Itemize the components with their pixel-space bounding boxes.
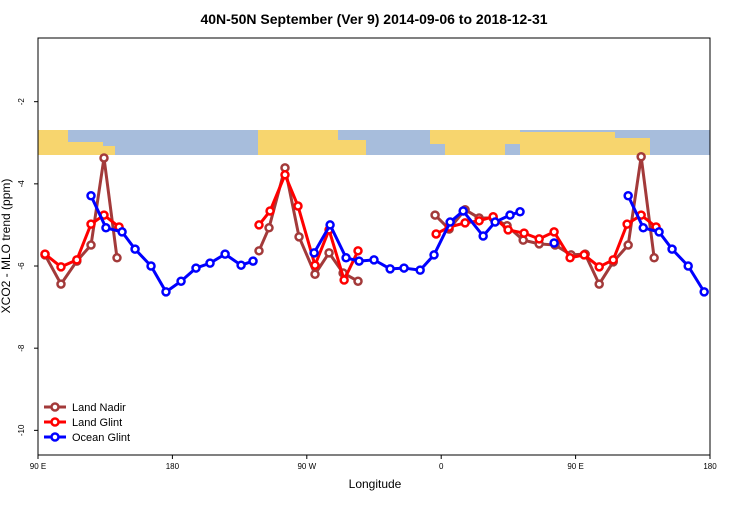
data-point <box>86 240 96 250</box>
x-axis-label: Longitude <box>349 477 402 491</box>
data-point <box>594 262 604 272</box>
data-point <box>310 269 320 279</box>
data-point <box>519 228 529 238</box>
data-point <box>310 260 320 270</box>
x-tick-label: 180 <box>166 462 180 471</box>
data-point <box>220 249 230 259</box>
data-point <box>265 206 275 216</box>
legend-marker <box>50 417 60 427</box>
data-point <box>415 265 425 275</box>
data-point <box>293 201 303 211</box>
legend-label: Land Glint <box>72 417 122 429</box>
data-point <box>353 276 363 286</box>
data-point <box>623 240 633 250</box>
data-point <box>399 263 409 273</box>
data-point <box>638 223 648 233</box>
x-tick-label: 90 E <box>30 462 46 471</box>
data-point <box>309 248 319 258</box>
x-tick-label: 90 W <box>297 462 316 471</box>
data-point <box>445 217 455 227</box>
data-point <box>490 217 500 227</box>
data-point <box>56 279 66 289</box>
data-point <box>294 232 304 242</box>
legend-marker <box>50 402 60 412</box>
data-point <box>86 219 96 229</box>
data-point <box>478 231 488 241</box>
data-point <box>458 206 468 216</box>
data-point <box>594 279 604 289</box>
data-point <box>324 248 334 258</box>
x-tick-label: 180 <box>703 462 717 471</box>
data-point <box>460 218 470 228</box>
x-tick-label: 90 E <box>567 462 583 471</box>
data-point <box>636 151 646 162</box>
data-point <box>505 210 515 220</box>
data-point <box>176 276 186 286</box>
data-point <box>339 275 349 285</box>
data-point <box>430 210 440 220</box>
data-point <box>654 227 664 237</box>
data-point <box>369 255 379 265</box>
data-point <box>191 263 201 273</box>
data-point <box>248 256 258 266</box>
data-point <box>431 229 441 239</box>
data-point <box>112 253 122 263</box>
data-point <box>325 220 335 230</box>
data-point <box>649 253 659 263</box>
data-point <box>579 250 589 260</box>
data-point <box>623 191 633 201</box>
y-tick-label: -6 <box>17 262 26 270</box>
data-point <box>236 260 246 270</box>
data-point <box>56 262 66 272</box>
data-point <box>429 250 439 260</box>
data-point <box>622 219 632 229</box>
y-axis-label: XCO2 - MLO trend (ppm) <box>0 179 13 314</box>
data-point <box>205 258 215 268</box>
series-line <box>43 156 656 288</box>
data-point <box>280 170 290 180</box>
data-point <box>683 261 693 271</box>
data-point <box>254 246 264 256</box>
series-line <box>44 170 658 285</box>
y-tick-label: -4 <box>17 180 26 188</box>
data-point <box>385 264 395 274</box>
data-point <box>117 227 127 237</box>
map-strip <box>38 130 710 155</box>
data-point <box>99 153 109 163</box>
data-point <box>608 255 618 265</box>
data-point <box>503 225 513 235</box>
data-point <box>341 253 351 263</box>
legend-label: Ocean Glint <box>72 432 130 444</box>
y-tick-label: -8 <box>17 344 26 352</box>
data-point <box>353 246 363 256</box>
data-point <box>146 261 156 271</box>
data-point <box>474 216 484 226</box>
data-point <box>101 223 111 233</box>
data-point <box>254 220 264 230</box>
data-point <box>86 191 96 201</box>
y-tick-label: -2 <box>17 98 26 106</box>
chart-title: 40N-50N September (Ver 9) 2014-09-06 to … <box>200 11 547 27</box>
data-point <box>549 227 559 237</box>
data-point <box>161 287 171 297</box>
y-tick-label: -10 <box>17 424 26 436</box>
data-point <box>354 256 364 266</box>
data-point <box>40 249 50 259</box>
data-point <box>515 207 525 217</box>
data-point <box>264 223 274 233</box>
plot-frame <box>37 37 711 456</box>
data-point <box>72 255 82 265</box>
data-point <box>130 244 140 254</box>
data-point <box>699 287 709 297</box>
data-point <box>565 253 575 263</box>
data-point <box>549 238 559 248</box>
legend-marker <box>50 432 60 442</box>
legend-label: Land Nadir <box>72 402 126 414</box>
data-point <box>534 234 544 244</box>
x-tick-label: 0 <box>439 462 444 471</box>
data-point <box>667 244 677 254</box>
